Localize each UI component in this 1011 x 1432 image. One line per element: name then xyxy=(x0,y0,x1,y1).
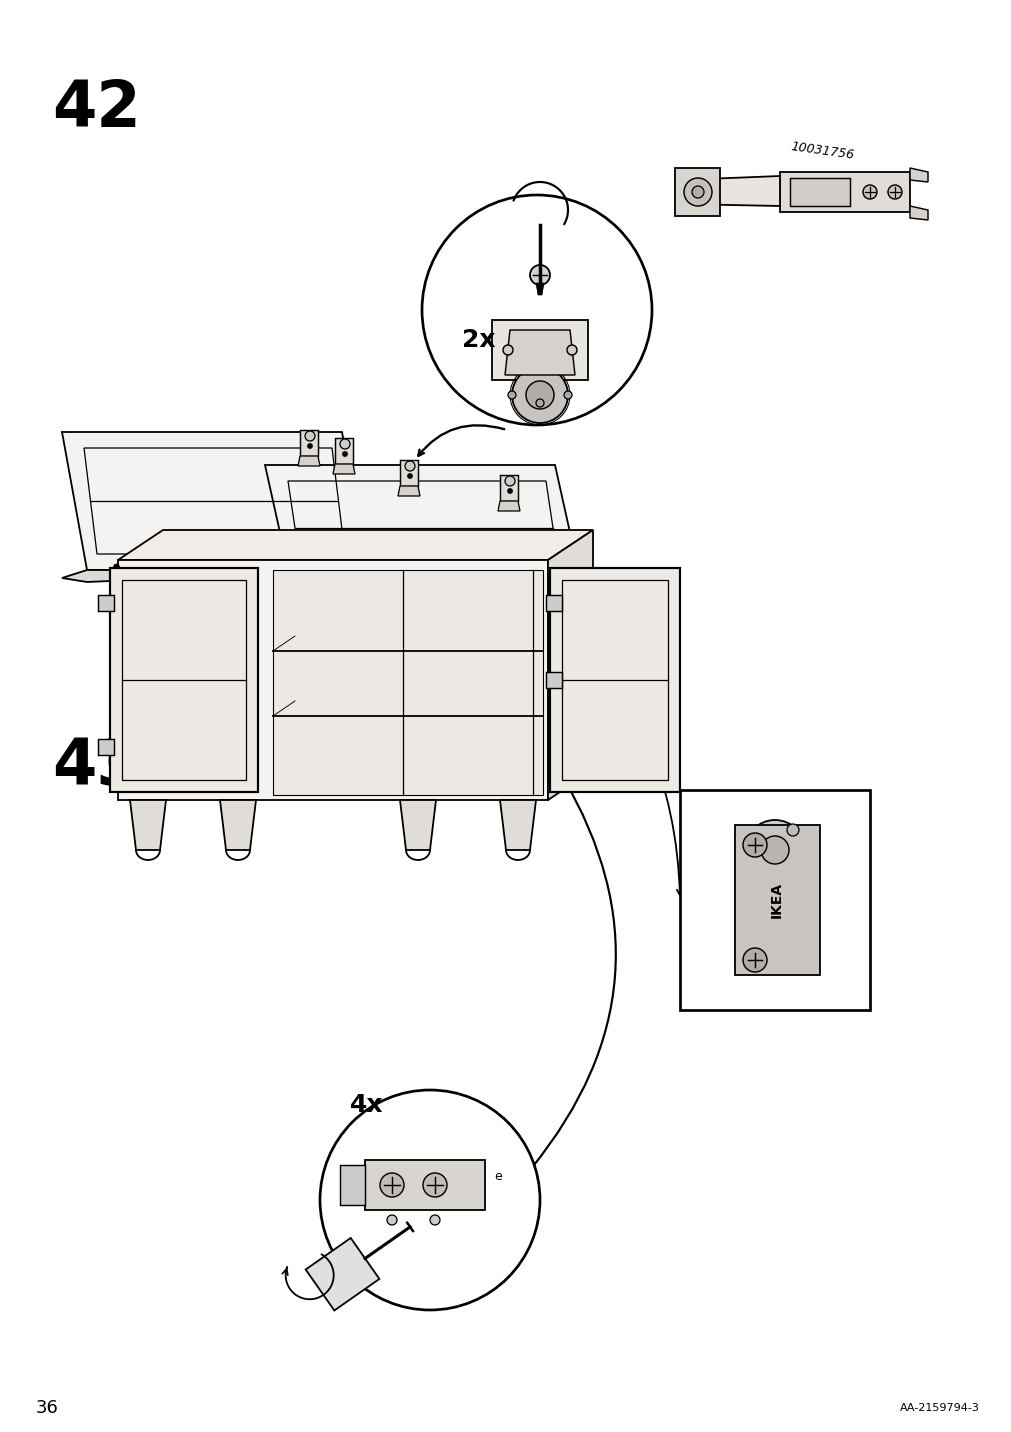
Circle shape xyxy=(862,185,877,199)
Polygon shape xyxy=(790,178,849,206)
Polygon shape xyxy=(909,168,927,182)
Polygon shape xyxy=(491,319,587,379)
Circle shape xyxy=(504,475,515,485)
Circle shape xyxy=(692,186,704,198)
Circle shape xyxy=(507,488,512,494)
Polygon shape xyxy=(273,570,543,795)
Polygon shape xyxy=(397,485,420,495)
Circle shape xyxy=(319,1090,540,1310)
Circle shape xyxy=(742,833,766,856)
Polygon shape xyxy=(504,329,574,375)
Circle shape xyxy=(742,948,766,972)
Polygon shape xyxy=(297,455,319,465)
Text: 4x: 4x xyxy=(350,1093,383,1117)
Polygon shape xyxy=(546,672,561,687)
Circle shape xyxy=(502,345,513,355)
Circle shape xyxy=(319,586,326,591)
Circle shape xyxy=(563,391,571,400)
Polygon shape xyxy=(499,475,518,501)
Text: 36: 36 xyxy=(36,1399,59,1418)
Circle shape xyxy=(512,367,567,422)
Polygon shape xyxy=(548,530,592,800)
Circle shape xyxy=(530,265,549,285)
Circle shape xyxy=(526,381,553,410)
Polygon shape xyxy=(674,168,719,216)
Text: e: e xyxy=(493,1170,501,1183)
Text: IKEA: IKEA xyxy=(769,882,784,918)
Polygon shape xyxy=(62,432,367,570)
Polygon shape xyxy=(497,501,520,511)
Circle shape xyxy=(113,564,119,570)
Polygon shape xyxy=(98,739,114,755)
Circle shape xyxy=(307,444,312,448)
Text: 42: 42 xyxy=(52,77,141,140)
Polygon shape xyxy=(549,569,679,792)
Circle shape xyxy=(887,185,901,199)
Circle shape xyxy=(787,823,799,836)
Circle shape xyxy=(304,431,314,441)
Text: 10031756: 10031756 xyxy=(790,140,854,162)
Circle shape xyxy=(423,1173,447,1197)
Polygon shape xyxy=(679,790,869,1010)
Circle shape xyxy=(744,821,804,881)
Polygon shape xyxy=(335,438,353,464)
Polygon shape xyxy=(546,596,561,611)
Circle shape xyxy=(379,1173,403,1197)
Circle shape xyxy=(430,1214,440,1224)
Polygon shape xyxy=(499,800,536,851)
Circle shape xyxy=(760,836,789,863)
Polygon shape xyxy=(305,1239,379,1310)
Polygon shape xyxy=(299,430,317,455)
Text: AA-2159794-3: AA-2159794-3 xyxy=(899,1403,979,1413)
Polygon shape xyxy=(265,591,582,603)
Circle shape xyxy=(407,474,412,478)
Circle shape xyxy=(386,1214,396,1224)
Circle shape xyxy=(422,195,651,425)
Circle shape xyxy=(340,440,350,450)
Circle shape xyxy=(683,178,712,206)
Polygon shape xyxy=(399,460,418,485)
Polygon shape xyxy=(118,530,592,560)
Polygon shape xyxy=(734,825,819,975)
Polygon shape xyxy=(98,596,114,611)
Polygon shape xyxy=(340,1166,365,1204)
Polygon shape xyxy=(365,1160,484,1210)
Polygon shape xyxy=(265,465,582,591)
Circle shape xyxy=(536,400,544,407)
Polygon shape xyxy=(399,800,436,851)
Circle shape xyxy=(508,391,516,400)
Circle shape xyxy=(342,451,347,457)
Text: 43: 43 xyxy=(52,736,141,798)
Polygon shape xyxy=(679,176,779,206)
Circle shape xyxy=(404,461,415,471)
Polygon shape xyxy=(110,569,258,792)
Polygon shape xyxy=(909,206,927,221)
Polygon shape xyxy=(333,464,355,474)
Circle shape xyxy=(566,345,576,355)
Polygon shape xyxy=(129,800,166,851)
Text: 2x: 2x xyxy=(462,328,495,352)
Polygon shape xyxy=(62,570,367,581)
Polygon shape xyxy=(219,800,256,851)
Polygon shape xyxy=(118,560,548,800)
Polygon shape xyxy=(536,284,544,295)
Polygon shape xyxy=(779,172,909,212)
